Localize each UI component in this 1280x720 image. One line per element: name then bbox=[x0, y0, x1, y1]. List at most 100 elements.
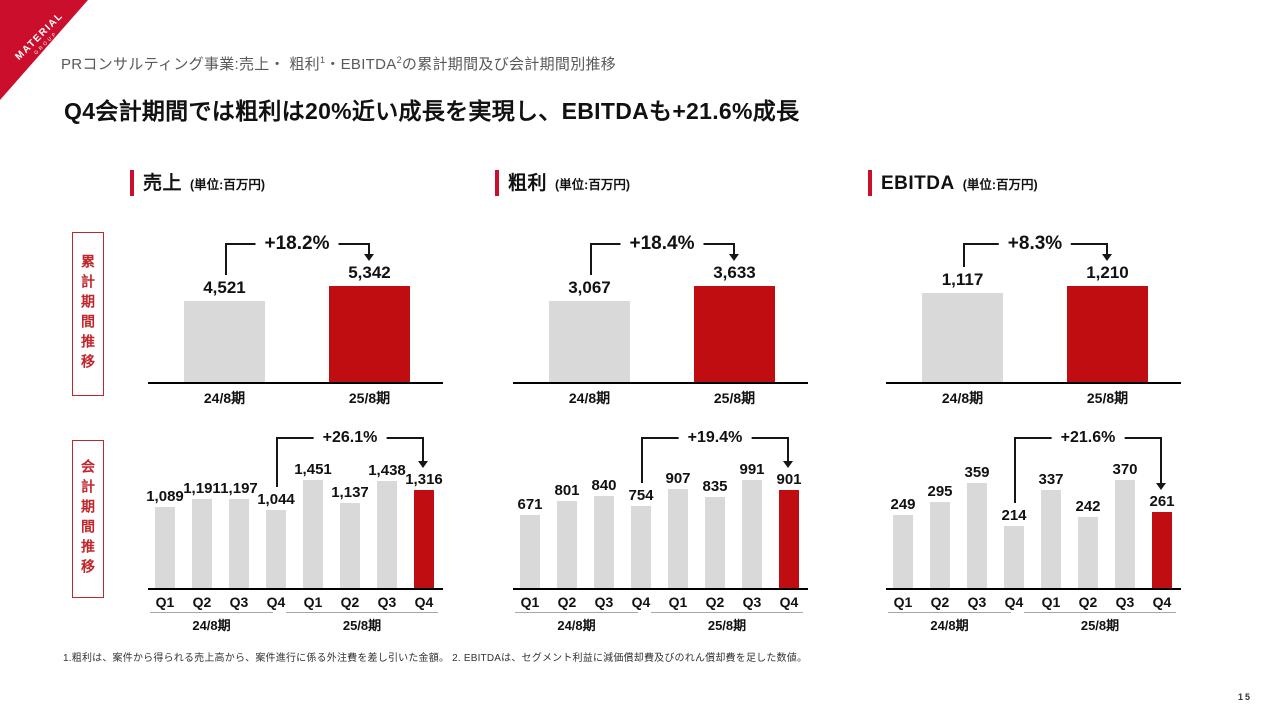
bar-value-label: 1,044 bbox=[257, 491, 295, 508]
category-label: Q3 bbox=[1115, 594, 1135, 610]
category-label: Q3 bbox=[967, 594, 987, 610]
category-label: 24/8期 bbox=[568, 390, 611, 406]
bar-value-label: 1,316 bbox=[405, 471, 443, 488]
sales-cumulative-chart: 4,521 24/8期 5,342 25/8期 +18.2% bbox=[130, 165, 460, 657]
bar-highlighted bbox=[779, 490, 799, 588]
category-label: Q1 bbox=[893, 594, 913, 610]
bar-highlighted bbox=[1067, 286, 1148, 382]
growth-bracket-left bbox=[589, 243, 592, 275]
footnote-ref-2: 2 bbox=[396, 55, 402, 65]
category-label: Q2 bbox=[192, 594, 212, 610]
section-unit: (単位:百万円) bbox=[190, 178, 266, 192]
category-label: 25/8期 bbox=[348, 390, 391, 406]
bar-highlighted bbox=[694, 286, 775, 382]
bar bbox=[303, 480, 323, 588]
x-axis bbox=[886, 588, 1181, 590]
x-axis bbox=[513, 382, 808, 384]
ebitda-quarterly-chart: 249 Q1 295 Q2 359 Q3 214 Q4 337 Q1 242 Q2 370 Q3 261 Q4… bbox=[868, 165, 1198, 657]
bar-value-label: 1,197 bbox=[220, 480, 258, 497]
bar-value-label: 3,067 bbox=[568, 278, 611, 297]
bar-value-label: 5,342 bbox=[348, 263, 391, 282]
category-label: Q4 bbox=[779, 594, 799, 610]
bar bbox=[549, 301, 630, 382]
category-label: 24/8期 bbox=[203, 390, 246, 406]
bar-value-label: 261 bbox=[1149, 493, 1175, 510]
category-label: Q3 bbox=[742, 594, 762, 610]
category-label: Q2 bbox=[930, 594, 950, 610]
growth-label: +18.2% bbox=[255, 232, 339, 256]
bar bbox=[594, 496, 614, 588]
growth-bracket-left bbox=[962, 243, 965, 267]
ebitda-cumulative-chart: 1,117 24/8期 1,210 25/8期 +8.3% bbox=[868, 165, 1198, 657]
bar bbox=[705, 497, 725, 588]
subtitle-part: の累計期間及び会計期間別推移 bbox=[401, 56, 617, 73]
period-label: 25/8期 bbox=[1080, 618, 1120, 633]
bar-highlighted bbox=[329, 286, 410, 382]
bar bbox=[1041, 490, 1061, 588]
period-label: 25/8期 bbox=[707, 618, 747, 633]
bar-value-label: 1,191 bbox=[183, 480, 221, 497]
grossprofit-quarterly-chart: 671 Q1 801 Q2 840 Q3 754 Q4 907 Q1 835 Q2 991 Q3 901 Q4… bbox=[495, 165, 825, 657]
subtitle-part: ・EBITDA bbox=[325, 56, 397, 73]
category-label: Q4 bbox=[631, 594, 651, 610]
sales-quarterly-chart: 1,089 Q1 1,191 Q2 1,197 Q3 1,044 Q4 1,451 Q1 1,137… bbox=[130, 165, 460, 657]
growth-arrow-icon bbox=[728, 254, 739, 261]
bar-value-label: 840 bbox=[591, 477, 617, 494]
category-label: Q1 bbox=[668, 594, 688, 610]
category-label: Q2 bbox=[705, 594, 725, 610]
grossprofit-cumulative-chart: 3,067 24/8期 3,633 25/8期 +18.4% bbox=[495, 165, 825, 657]
row-label-cumulative-text: 累計期間推移 bbox=[80, 254, 96, 374]
category-label: Q3 bbox=[594, 594, 614, 610]
bar-value-label: 295 bbox=[927, 483, 953, 500]
section-header-sales: 売上 (単位:百万円) bbox=[130, 170, 265, 196]
footnote: 1.粗利は、案件から得られる売上高から、案件進行に係る外注費を差し引いた金額。 … bbox=[63, 653, 808, 664]
row-label-quarterly-text: 会計期間推移 bbox=[80, 459, 96, 579]
growth-label: +19.4% bbox=[678, 428, 752, 448]
bar bbox=[668, 489, 688, 588]
period-underline bbox=[150, 612, 273, 613]
bar-value-label: 671 bbox=[517, 496, 543, 513]
bar-value-label: 337 bbox=[1038, 471, 1064, 488]
bar-value-label: 214 bbox=[1001, 507, 1027, 524]
growth-bracket-left bbox=[224, 243, 227, 275]
page-number: 15 bbox=[1238, 692, 1253, 702]
bar-value-label: 901 bbox=[776, 471, 802, 488]
period-label: 25/8期 bbox=[342, 618, 382, 633]
bar bbox=[922, 293, 1003, 382]
bar bbox=[742, 480, 762, 588]
bar bbox=[967, 483, 987, 588]
section-marker-icon bbox=[868, 170, 872, 196]
period-label: 24/8期 bbox=[557, 618, 596, 633]
bar-highlighted bbox=[1152, 512, 1172, 588]
section-unit: (単位:百万円) bbox=[962, 178, 1038, 192]
bar bbox=[1078, 517, 1098, 588]
bar-value-label: 370 bbox=[1112, 461, 1138, 478]
growth-bracket-right bbox=[422, 437, 424, 461]
material-group-logo: MATERIAL GROUP bbox=[0, 0, 88, 100]
category-label: Q1 bbox=[520, 594, 540, 610]
section-header-grossprofit: 粗利 (単位:百万円) bbox=[495, 170, 630, 196]
growth-label: +18.4% bbox=[620, 232, 704, 256]
bar-value-label: 1,438 bbox=[368, 462, 406, 479]
period-underline bbox=[888, 612, 1011, 613]
bar bbox=[520, 515, 540, 588]
bar bbox=[930, 502, 950, 588]
subtitle-part: PRコンサルティング事業:売上・ 粗利 bbox=[61, 56, 320, 73]
category-label: 25/8期 bbox=[1086, 390, 1129, 406]
category-label: Q2 bbox=[557, 594, 577, 610]
period-label: 24/8期 bbox=[930, 618, 969, 633]
category-label: Q1 bbox=[1041, 594, 1061, 610]
growth-bracket-right bbox=[1160, 437, 1162, 483]
bar-value-label: 754 bbox=[628, 487, 654, 504]
bar bbox=[184, 301, 265, 382]
section-marker-icon bbox=[495, 170, 499, 196]
bar-value-label: 1,117 bbox=[941, 270, 984, 289]
category-label: Q3 bbox=[377, 594, 397, 610]
growth-bracket-right bbox=[787, 437, 789, 461]
category-label: Q4 bbox=[1004, 594, 1024, 610]
bar bbox=[893, 515, 913, 588]
period-underline bbox=[1024, 612, 1176, 613]
category-label: Q2 bbox=[1078, 594, 1098, 610]
section-header-ebitda: EBITDA (単位:百万円) bbox=[868, 170, 1038, 196]
section-title: 粗利 bbox=[508, 173, 548, 194]
